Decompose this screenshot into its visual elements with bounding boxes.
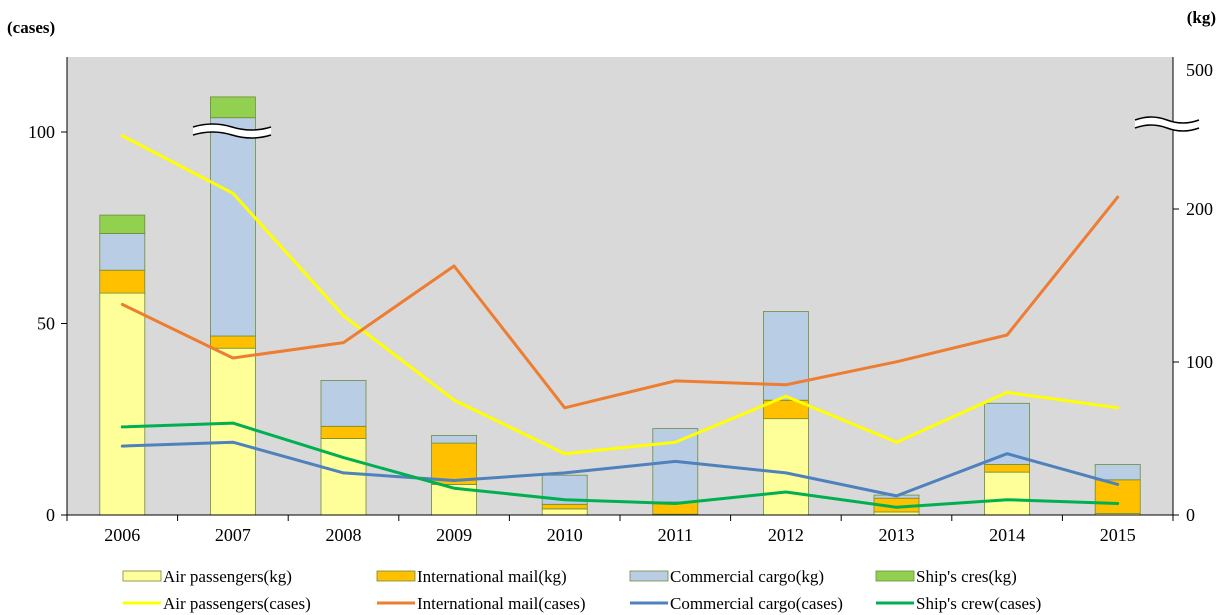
bar-2012-2 <box>763 311 809 401</box>
left-tick-label: 50 <box>37 314 55 334</box>
axes: 2006 2007 2008 2009 2010 2011 2012 2013 2014 2015… <box>28 57 1213 545</box>
x-tick-label: 2011 <box>658 525 693 545</box>
line-series-0 <box>120 134 1120 456</box>
legend-label: Air passengers(kg) <box>163 567 292 586</box>
legend-swatch <box>875 570 915 582</box>
right-tick-label: 200 <box>1186 199 1213 219</box>
bar-2014-2 <box>984 402 1030 465</box>
bar-2008-1 <box>320 425 367 439</box>
left-tick-label: 100 <box>28 122 55 142</box>
bar-2009-2 <box>431 434 478 444</box>
legend-swatch <box>376 570 416 582</box>
axis-break-fill <box>193 124 271 138</box>
x-tick-label: 2009 <box>436 525 472 545</box>
line-series-3 <box>120 421 1120 509</box>
left-tick-label: 0 <box>46 505 55 525</box>
bar-2011-2 <box>652 428 699 503</box>
line-series-1 <box>120 195 1120 410</box>
x-tick-label: 2010 <box>547 525 583 545</box>
legend: Air passengers(kg) International mail(kg)… <box>122 567 1041 613</box>
legend-label: Commercial cargo(cases) <box>670 594 843 613</box>
bar-2007-2 <box>209 117 256 337</box>
bar-layer <box>99 96 1141 516</box>
x-tick-label: 2013 <box>879 525 915 545</box>
x-tick-label: 2007 <box>215 525 251 545</box>
legend-label: Ship's crew(cases) <box>916 594 1041 613</box>
bar-2007-0 <box>209 347 256 516</box>
legend-label: Commercial cargo(kg) <box>670 567 824 586</box>
bar-2007-1 <box>209 335 256 349</box>
left-axis-unit: (cases) <box>7 18 55 37</box>
bar-2010-0 <box>541 508 588 516</box>
right-tick-label: 0 <box>1186 505 1195 525</box>
bar-2008-0 <box>320 438 367 516</box>
x-tick-label: 2006 <box>104 525 140 545</box>
bar-2015-2 <box>1094 464 1141 481</box>
legend-swatch <box>629 570 669 582</box>
bar-2006-0 <box>99 292 146 516</box>
bar-2014-0 <box>984 471 1030 516</box>
bar-2014-1 <box>984 464 1030 473</box>
bar-2006-2 <box>99 233 146 271</box>
axis-break-line <box>1134 116 1200 124</box>
bar-2007-3 <box>209 96 256 119</box>
bar-2006-1 <box>99 269 146 294</box>
axis-break-line <box>1134 124 1200 132</box>
bar-2006-3 <box>99 214 146 234</box>
x-tick-label: 2015 <box>1100 525 1136 545</box>
bar-2010-1 <box>541 503 588 510</box>
axis-break-fill <box>1135 117 1199 131</box>
legend-label: Ship's cres(kg) <box>916 567 1017 586</box>
x-tick-label: 2008 <box>326 525 362 545</box>
bar-2008-2 <box>320 379 367 427</box>
legend-label: International mail(cases) <box>417 594 586 613</box>
line-series-2 <box>120 440 1120 498</box>
legend-label: International mail(kg) <box>417 567 567 586</box>
right-axis-unit: (kg) <box>1187 8 1216 27</box>
legend-label: Air passengers(cases) <box>163 594 311 613</box>
bar-2012-0 <box>763 418 809 516</box>
line-layer <box>120 134 1120 509</box>
legend-swatch <box>122 570 162 582</box>
axis-break-line <box>192 131 272 139</box>
right-tick-label: 500 <box>1186 60 1213 80</box>
x-tick-label: 2012 <box>768 525 804 545</box>
axis-break-line <box>192 123 272 131</box>
right-tick-label: 100 <box>1186 352 1213 372</box>
axis-breaks <box>192 116 1200 139</box>
x-tick-label: 2014 <box>989 525 1025 545</box>
